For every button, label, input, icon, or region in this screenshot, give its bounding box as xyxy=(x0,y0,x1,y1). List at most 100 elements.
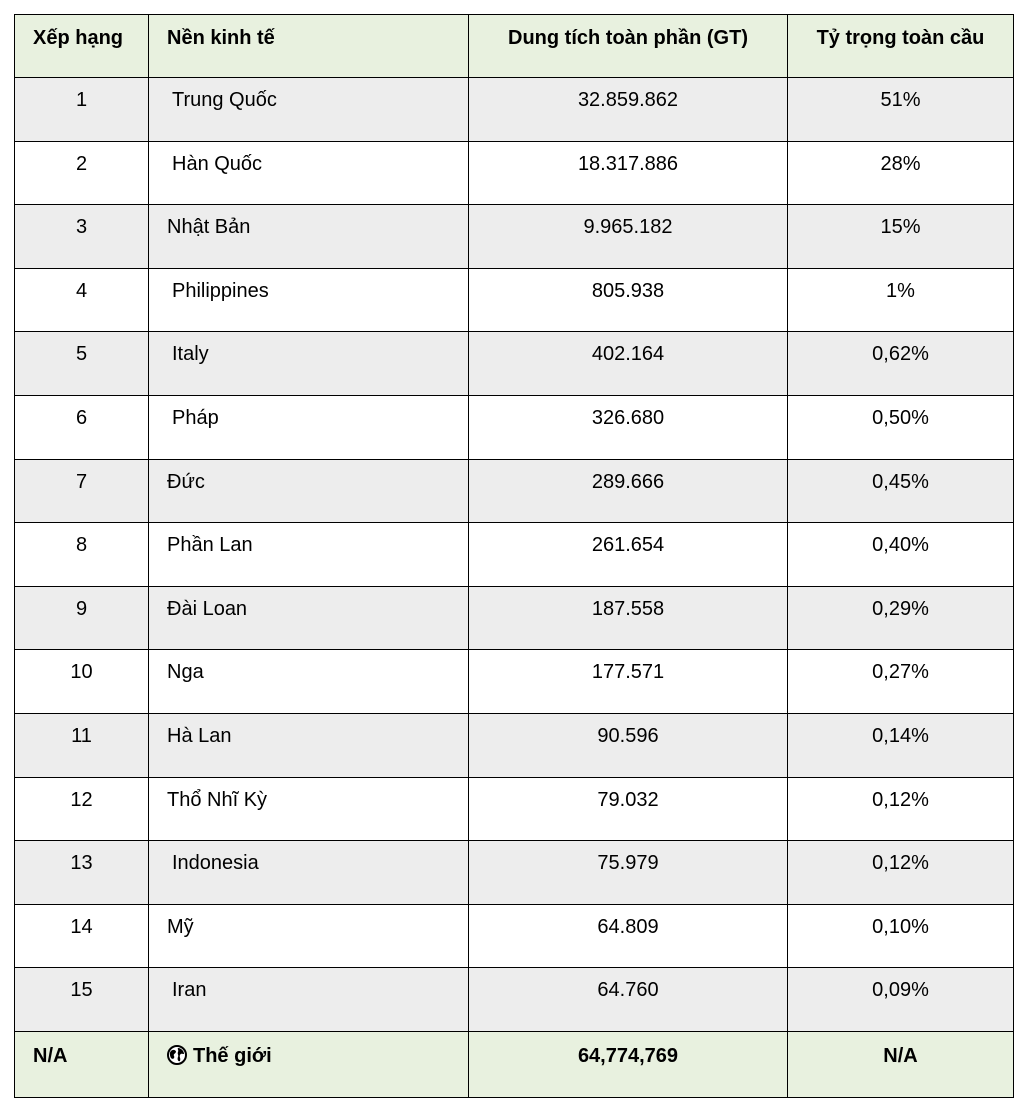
total-economy-label: Thế giới xyxy=(193,1044,272,1067)
economy-label: Đức xyxy=(167,470,205,493)
economy-cell: Iran xyxy=(148,967,469,1032)
rank-cell: 2 xyxy=(14,140,149,206)
rank-cell: 12 xyxy=(14,776,149,842)
economy-cell: Pháp xyxy=(148,394,469,460)
header-share: Tỷ trọng toàn cầu xyxy=(787,14,1014,78)
economy-label: Hàn Quốc xyxy=(172,152,263,175)
economy-cell: Đức xyxy=(148,458,469,524)
rank-cell: 3 xyxy=(14,204,149,269)
header-capacity: Dung tích toàn phần (GT) xyxy=(468,14,788,78)
economy-cell: Trung Quốc xyxy=(148,77,469,142)
economy-cell: Philippines xyxy=(148,267,469,333)
table-row: 2 Hàn Quốc 18.317.886 28% xyxy=(14,140,1014,206)
economy-label: Philippines xyxy=(172,279,269,302)
rank-cell: 13 xyxy=(14,840,149,905)
globe-icon xyxy=(167,1044,187,1065)
total-capacity: 64,774,769 xyxy=(468,1030,788,1098)
economy-label: Pháp xyxy=(172,406,219,429)
economy-cell: Phần Lan xyxy=(148,522,469,587)
rank-cell: 10 xyxy=(14,649,149,714)
capacity-cell: 805.938 xyxy=(468,267,788,333)
capacity-cell: 64.809 xyxy=(468,903,788,969)
rank-cell: 9 xyxy=(14,585,149,651)
table-header: Xếp hạng Nền kinh tế Dung tích toàn phần… xyxy=(14,14,1014,78)
header-rank: Xếp hạng xyxy=(14,14,149,78)
table-row: 11 Hà Lan 90.596 0,14% xyxy=(14,712,1014,778)
share-cell: 51% xyxy=(787,77,1014,142)
economy-label: Nhật Bản xyxy=(167,216,251,239)
table-row: 4 Philippines 805.938 1% xyxy=(14,267,1014,333)
table-row: 10 Nga 177.571 0,27% xyxy=(14,649,1014,714)
economy-cell: Hà Lan xyxy=(148,712,469,778)
table-body: 1 Trung Quốc 32.859.862 51% 2 Hàn Quốc 18.317.… xyxy=(14,77,1014,1032)
capacity-cell: 90.596 xyxy=(468,712,788,778)
share-cell: 0,14% xyxy=(787,712,1014,778)
economy-label: Hà Lan xyxy=(167,724,232,747)
capacity-cell: 79.032 xyxy=(468,776,788,842)
table-row: 7 Đức 289.666 0,45% xyxy=(14,458,1014,524)
table-row: 15 Iran 64.760 0,09% xyxy=(14,967,1014,1032)
table-row: 13 Indonesia 75.979 0,12% xyxy=(14,840,1014,905)
economy-label: Italy xyxy=(172,343,209,366)
share-cell: 0,29% xyxy=(787,585,1014,651)
rank-cell: 6 xyxy=(14,394,149,460)
economy-cell: Nga xyxy=(148,649,469,714)
total-row: N/A Thế giới 64,774,769 N/A xyxy=(14,1030,1014,1098)
table-row: 5 Italy 402.164 0,62% xyxy=(14,331,1014,396)
total-economy-cell: Thế giới xyxy=(148,1030,469,1098)
capacity-cell: 326.680 xyxy=(468,394,788,460)
economy-cell: Mỹ xyxy=(148,903,469,969)
header-row: Xếp hạng Nền kinh tế Dung tích toàn phần… xyxy=(14,14,1014,78)
share-cell: 0,45% xyxy=(787,458,1014,524)
rank-cell: 4 xyxy=(14,267,149,333)
share-cell: 0,62% xyxy=(787,331,1014,396)
economy-label: Nga xyxy=(167,661,204,684)
rank-cell: 15 xyxy=(14,967,149,1032)
header-economy: Nền kinh tế xyxy=(148,14,469,78)
economy-label: Iran xyxy=(172,979,207,1002)
table-row: 8 Phần Lan 261.654 0,40% xyxy=(14,522,1014,587)
ranking-table: Xếp hạng Nền kinh tế Dung tích toàn phần… xyxy=(14,14,1014,1098)
table-row: 6 Pháp 326.680 0,50% xyxy=(14,394,1014,460)
share-cell: 0,09% xyxy=(787,967,1014,1032)
economy-cell: Hàn Quốc xyxy=(148,140,469,206)
rank-cell: 14 xyxy=(14,903,149,969)
share-cell: 28% xyxy=(787,140,1014,206)
capacity-cell: 402.164 xyxy=(468,331,788,396)
rank-cell: 1 xyxy=(14,77,149,142)
capacity-cell: 64.760 xyxy=(468,967,788,1032)
table-row: 14 Mỹ 64.809 0,10% xyxy=(14,903,1014,969)
rank-cell: 5 xyxy=(14,331,149,396)
economy-label: Thổ Nhĩ Kỳ xyxy=(167,788,268,811)
economy-cell: Thổ Nhĩ Kỳ xyxy=(148,776,469,842)
capacity-cell: 187.558 xyxy=(468,585,788,651)
rank-cell: 8 xyxy=(14,522,149,587)
total-rank: N/A xyxy=(14,1030,149,1098)
table-footer: N/A Thế giới 64,774,769 N/A xyxy=(14,1030,1014,1098)
economy-cell: Indonesia xyxy=(148,840,469,905)
capacity-cell: 32.859.862 xyxy=(468,77,788,142)
total-share: N/A xyxy=(787,1030,1014,1098)
share-cell: 0,40% xyxy=(787,522,1014,587)
share-cell: 0,50% xyxy=(787,394,1014,460)
capacity-cell: 177.571 xyxy=(468,649,788,714)
capacity-cell: 261.654 xyxy=(468,522,788,587)
economy-label: Indonesia xyxy=(172,852,259,875)
share-cell: 1% xyxy=(787,267,1014,333)
economy-cell: Italy xyxy=(148,331,469,396)
share-cell: 0,10% xyxy=(787,903,1014,969)
capacity-cell: 75.979 xyxy=(468,840,788,905)
economy-cell: Nhật Bản xyxy=(148,204,469,269)
capacity-cell: 289.666 xyxy=(468,458,788,524)
table-row: 3 Nhật Bản 9.965.182 15% xyxy=(14,204,1014,269)
share-cell: 0,12% xyxy=(787,776,1014,842)
capacity-cell: 18.317.886 xyxy=(468,140,788,206)
table-row: 1 Trung Quốc 32.859.862 51% xyxy=(14,77,1014,142)
table-row: 9 Đài Loan 187.558 0,29% xyxy=(14,585,1014,651)
rank-cell: 11 xyxy=(14,712,149,778)
economy-label: Phần Lan xyxy=(167,534,253,557)
economy-label: Trung Quốc xyxy=(172,89,277,111)
economy-label: Đài Loan xyxy=(167,597,248,620)
share-cell: 0,12% xyxy=(787,840,1014,905)
rank-cell: 7 xyxy=(14,458,149,524)
